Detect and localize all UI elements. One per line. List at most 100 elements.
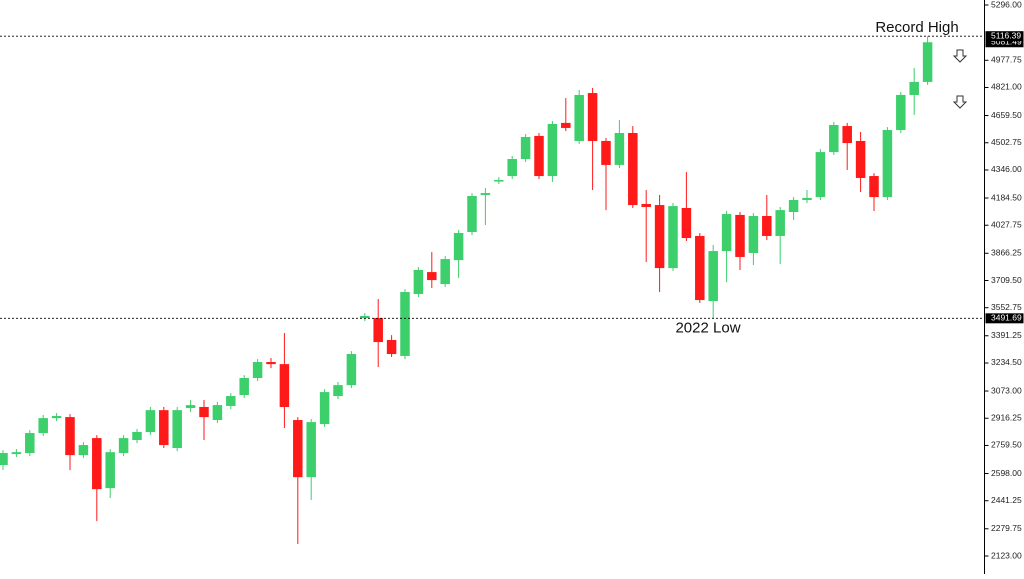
candle-body xyxy=(145,410,156,433)
candle-body xyxy=(65,417,75,456)
candle-body xyxy=(587,93,598,141)
candle-body xyxy=(467,196,477,232)
candle-body xyxy=(534,135,544,177)
candle-body xyxy=(520,136,531,160)
y-tick-label: 3866.25 xyxy=(991,248,1022,258)
y-tick-label: 3391.25 xyxy=(991,330,1022,340)
candle-body xyxy=(896,94,906,131)
y-tick-label: 3234.50 xyxy=(991,357,1022,367)
candle-body xyxy=(802,197,812,201)
candle-body xyxy=(333,385,343,397)
candle-body xyxy=(869,176,879,198)
candle-body xyxy=(346,354,357,386)
candle-body xyxy=(11,452,22,455)
candle-body xyxy=(829,124,839,153)
candle-body xyxy=(306,422,316,478)
level-box xyxy=(985,313,1024,324)
candle-body xyxy=(92,438,102,490)
y-tick-label: 2441.25 xyxy=(991,495,1022,505)
down-arrow-icon xyxy=(952,49,968,109)
candle-body xyxy=(185,405,196,409)
y-tick-label: 4027.75 xyxy=(991,219,1022,229)
candle-body xyxy=(494,180,504,182)
y-tick-label: 2123.00 xyxy=(991,550,1022,560)
candle-body xyxy=(922,42,933,82)
y-tick-label: 3552.75 xyxy=(991,302,1022,312)
candle-body xyxy=(413,269,424,294)
candle-body xyxy=(132,432,142,440)
candle-body xyxy=(199,407,209,418)
candle-body xyxy=(360,316,370,319)
candle-body xyxy=(38,418,48,434)
candle-body xyxy=(226,396,236,406)
candle-body xyxy=(735,214,745,257)
y-tick-label: 4659.50 xyxy=(991,110,1022,120)
candle-body xyxy=(882,130,893,198)
candle-body xyxy=(547,123,558,177)
candle-body xyxy=(654,205,665,269)
y-tick-label: 4346.00 xyxy=(991,164,1022,174)
candle-body xyxy=(105,452,115,489)
candle-body xyxy=(721,214,732,252)
candle-body xyxy=(695,235,705,301)
candle-body xyxy=(172,410,182,448)
candle-body xyxy=(279,364,290,408)
y-tick-label: 2598.00 xyxy=(991,468,1022,478)
last-price-label: 5081.49 xyxy=(991,37,1022,47)
candle-body xyxy=(252,362,263,379)
y-tick-label: 4184.50 xyxy=(991,192,1022,202)
candle-body xyxy=(775,210,785,236)
candle-body xyxy=(0,453,8,466)
candle-body xyxy=(641,204,651,207)
y-tick-label: 2759.50 xyxy=(991,440,1022,450)
y-tick-label: 3709.50 xyxy=(991,275,1022,285)
candle-body xyxy=(118,438,129,454)
candle-body xyxy=(212,405,223,421)
y-tick-label: 5296.00 xyxy=(991,0,1022,9)
candle-body xyxy=(909,81,919,95)
candle-body xyxy=(601,140,611,165)
level-label: 5116.39 xyxy=(991,30,1021,40)
candle-body xyxy=(708,251,718,302)
candle-body xyxy=(668,206,678,269)
candle-body xyxy=(628,132,638,206)
y-tick-label: 4977.75 xyxy=(991,55,1022,65)
y-tick-label: 2279.75 xyxy=(991,523,1022,533)
candle-body xyxy=(748,215,759,253)
candle-body xyxy=(266,362,276,365)
candle-body xyxy=(574,94,584,141)
candle-body xyxy=(319,392,330,425)
candle-body xyxy=(400,292,410,356)
candle-body xyxy=(386,339,397,355)
candle-body xyxy=(453,233,464,261)
candle-body xyxy=(159,410,169,446)
candle-body xyxy=(427,272,437,281)
candle-body xyxy=(239,378,249,396)
candle-body xyxy=(842,126,852,144)
level-label: 3491.69 xyxy=(991,313,1022,323)
level-box xyxy=(985,31,1024,42)
candle-body xyxy=(855,140,866,178)
candle-body xyxy=(788,200,799,212)
candle-body xyxy=(614,132,625,165)
candle-body xyxy=(762,215,772,236)
candle-body xyxy=(480,193,491,195)
y-tick-label: 4821.00 xyxy=(991,82,1022,92)
candle-body xyxy=(815,152,826,198)
candle-body xyxy=(293,420,303,478)
candle-body xyxy=(51,416,62,419)
candle-body xyxy=(78,445,89,456)
annotation: Record High xyxy=(875,19,958,36)
y-tick-label: 4502.75 xyxy=(991,137,1022,147)
candle-body xyxy=(507,159,517,177)
candle-body xyxy=(373,318,383,343)
y-tick-label: 2916.25 xyxy=(991,413,1022,423)
candle-body xyxy=(440,259,450,285)
annotation: 2022 Low xyxy=(675,319,740,336)
y-tick-label: 3073.00 xyxy=(991,385,1022,395)
candle-body xyxy=(681,208,692,239)
last-price-box xyxy=(985,37,1024,48)
candle-body xyxy=(25,433,35,454)
